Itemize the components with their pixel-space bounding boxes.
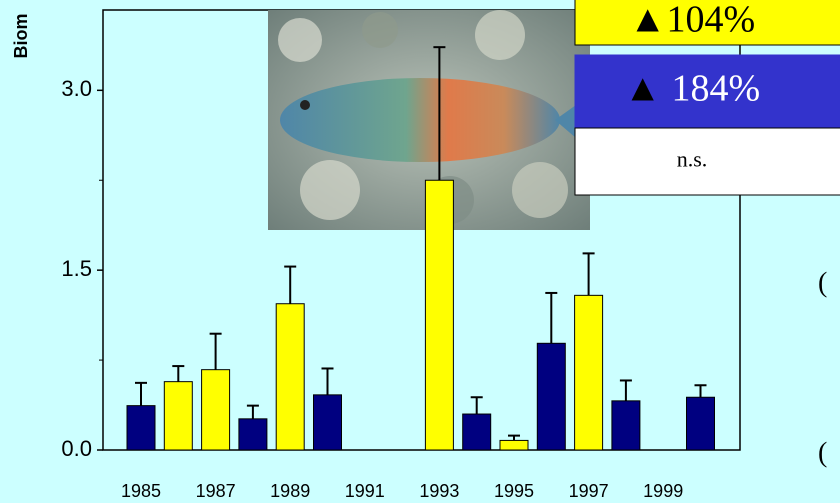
legend-text: ▲ 184% [624, 67, 760, 109]
x-tick-label: 1999 [643, 481, 683, 501]
y-tick-label: 3.0 [61, 76, 92, 101]
legend-value: 184% [671, 67, 760, 109]
bar [201, 369, 231, 451]
bar [574, 294, 604, 451]
legend-text: n.s. [677, 147, 708, 172]
bar [238, 418, 268, 451]
bar [163, 381, 193, 451]
bar [611, 400, 641, 451]
legend-marker: ▲ [629, 0, 667, 40]
legend-box [574, 0, 840, 46]
x-tick-label: 1985 [121, 481, 161, 501]
bar [499, 439, 529, 451]
bar [536, 342, 566, 451]
x-tick-label: 1989 [270, 481, 310, 501]
y-tick-label: 0.0 [61, 436, 92, 461]
bar [424, 179, 454, 451]
x-tick-label: 1993 [419, 481, 459, 501]
legend-marker: ▲ [624, 67, 662, 109]
bar [686, 396, 715, 451]
y-axis-label: Biom [11, 14, 31, 59]
x-tick-label: 1995 [494, 481, 534, 501]
annotation: ( [818, 267, 827, 298]
annotation: ( [818, 437, 827, 468]
legend-box [574, 127, 840, 196]
x-tick-label: 1991 [345, 481, 385, 501]
bar [313, 394, 342, 451]
legend-value: 104% [666, 0, 755, 40]
bar [126, 405, 156, 451]
y-tick-label: 1.5 [61, 256, 92, 281]
legend-text: ▲104% [629, 0, 755, 40]
x-tick-label: 1987 [196, 481, 236, 501]
bar [275, 303, 305, 451]
bar [462, 413, 492, 451]
x-tick-label: 1997 [569, 481, 609, 501]
